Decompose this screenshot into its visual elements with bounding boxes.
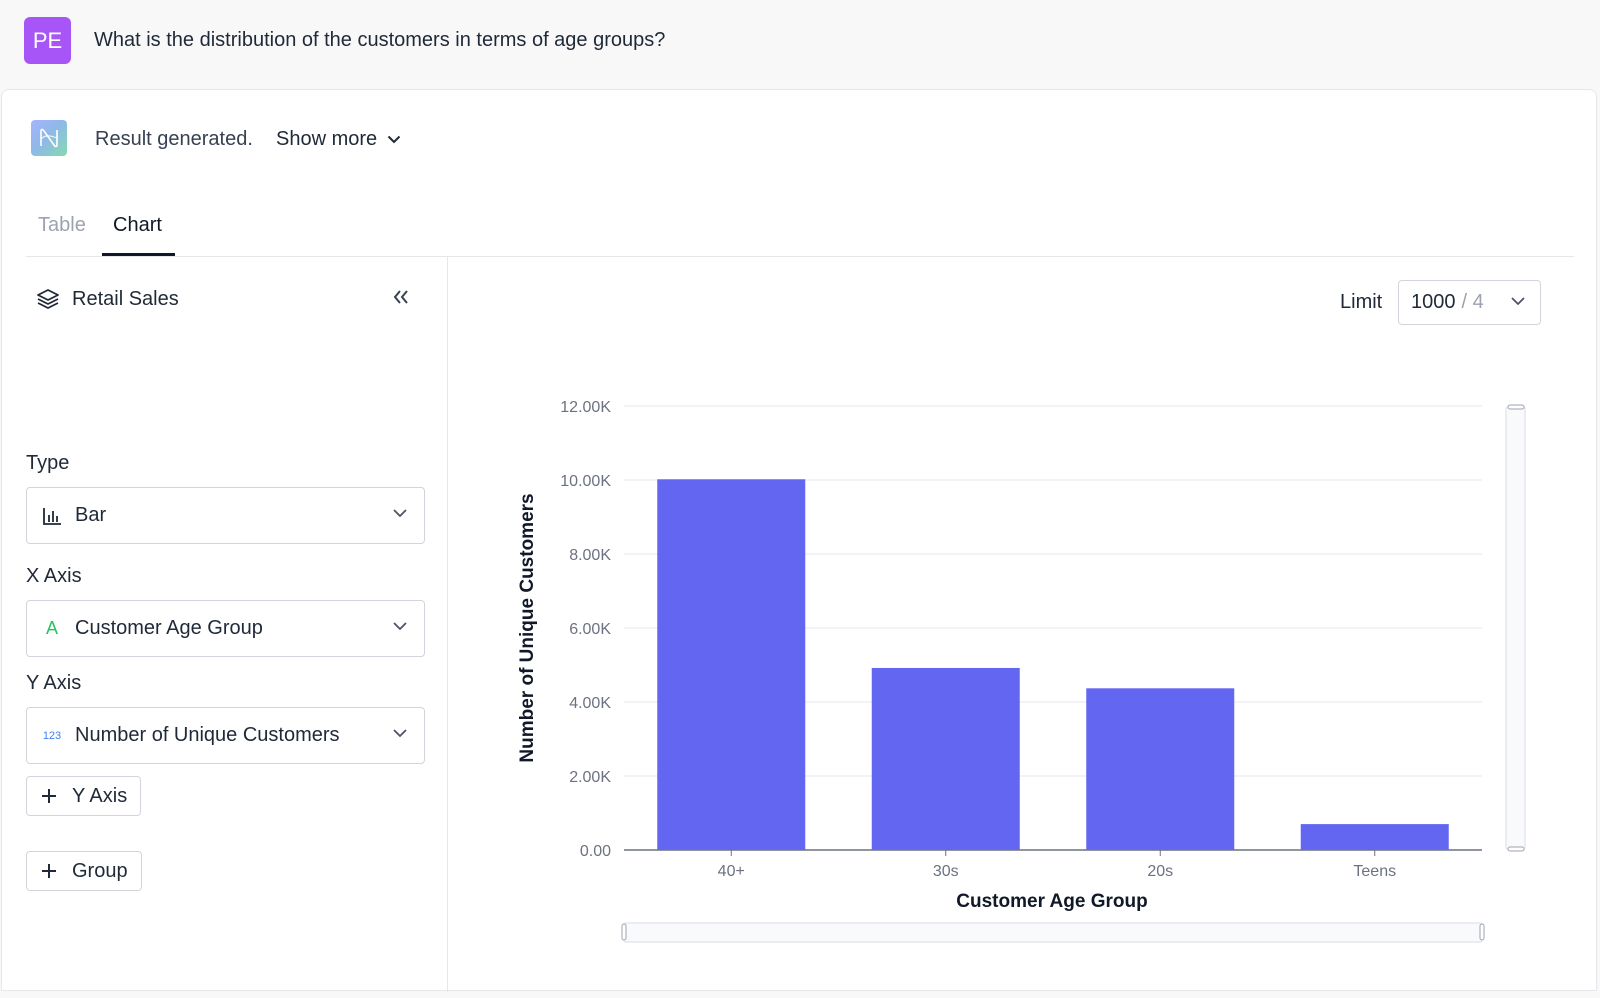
number-type-icon: 123 xyxy=(42,729,62,742)
y-tick-label: 12.00K xyxy=(560,399,611,416)
y-zoom-handle-top[interactable] xyxy=(1507,404,1525,410)
chevron-down-icon xyxy=(393,509,407,518)
limit-label: Limit xyxy=(1340,291,1383,313)
bar[interactable] xyxy=(1086,688,1235,850)
chart-config-panel: Retail Sales Type Bar X Axis A Customer … xyxy=(2,257,448,992)
y-tick-label: 0.00 xyxy=(580,843,611,860)
x-axis-select[interactable]: A Customer Age Group xyxy=(26,600,425,657)
y-axis-value: Number of Unique Customers xyxy=(75,724,340,746)
result-status: Result generated. xyxy=(95,128,253,150)
y-tick-label: 8.00K xyxy=(569,547,611,564)
tab-chart[interactable]: Chart xyxy=(102,214,175,256)
question-bar: PE What is the distribution of the custo… xyxy=(0,0,1600,88)
bar[interactable] xyxy=(657,479,806,850)
bar-chart: 0.00 2.00K 4.00K 6.00K 8.00K 10.00K 12.00K 40+… xyxy=(517,399,1526,943)
add-group-button[interactable]: Group xyxy=(26,851,142,891)
chevron-down-icon xyxy=(393,729,407,738)
result-tabs: Table Chart xyxy=(26,200,1574,257)
plus-icon xyxy=(42,789,56,803)
x-zoom-slider[interactable] xyxy=(621,922,1485,943)
datasource-row: Retail Sales xyxy=(36,287,179,311)
chart-type-select[interactable]: Bar xyxy=(26,487,425,544)
type-label: Type xyxy=(26,452,70,474)
add-y-axis-label: Y Axis xyxy=(72,784,128,807)
chart-bars xyxy=(657,479,1449,850)
chevron-down-icon xyxy=(387,135,401,144)
add-group-label: Group xyxy=(72,859,128,882)
y-tick-label: 6.00K xyxy=(569,621,611,638)
y-zoom-handle-bottom[interactable] xyxy=(1507,846,1525,852)
y-tick-label: 2.00K xyxy=(569,769,611,786)
limit-total: / 4 xyxy=(1461,291,1484,313)
collapse-panel-button[interactable] xyxy=(392,285,410,311)
x-tick-label: 30s xyxy=(933,863,959,880)
user-avatar: PE xyxy=(24,17,71,64)
chevron-down-icon xyxy=(1511,297,1525,306)
plus-icon xyxy=(42,864,56,878)
layers-icon xyxy=(37,289,59,309)
y-tick-label: 4.00K xyxy=(569,695,611,712)
chevron-down-icon xyxy=(393,622,407,631)
x-axis-label: X Axis xyxy=(26,565,82,587)
x-tick-label: 20s xyxy=(1147,863,1173,880)
y-axis-select[interactable]: 123 Number of Unique Customers xyxy=(26,707,425,764)
bar[interactable] xyxy=(1300,824,1449,850)
limit-value: 1000 xyxy=(1411,291,1456,313)
y-tick-label: 10.00K xyxy=(560,473,611,490)
assistant-logo-icon xyxy=(31,120,67,156)
chart-type-value: Bar xyxy=(75,504,107,526)
x-axis-ticks: 40+ 30s 20s Teens xyxy=(718,850,1396,880)
datasource-name: Retail Sales xyxy=(72,287,179,310)
x-axis-title: Customer Age Group xyxy=(956,891,1147,912)
chevrons-left-icon xyxy=(393,290,408,304)
show-more-label: Show more xyxy=(276,128,378,150)
x-zoom-handle-left[interactable] xyxy=(621,923,627,941)
x-zoom-handle-right[interactable] xyxy=(1479,923,1485,941)
x-axis-value: Customer Age Group xyxy=(75,617,263,639)
y-axis-ticks: 0.00 2.00K 4.00K 6.00K 8.00K 10.00K 12.00K xyxy=(560,399,611,860)
bar-chart-icon xyxy=(41,506,63,526)
bar[interactable] xyxy=(871,667,1020,850)
question-text: What is the distribution of the customer… xyxy=(94,29,666,51)
text-type-icon: A xyxy=(45,618,58,638)
limit-select[interactable]: 1000 / 4 xyxy=(1398,280,1541,325)
show-more-button[interactable]: Show more xyxy=(276,128,401,151)
y-axis-label: Y Axis xyxy=(26,672,82,694)
y-zoom-slider[interactable] xyxy=(1505,404,1526,852)
tab-table[interactable]: Table xyxy=(38,214,86,236)
y-axis-title: Number of Unique Customers xyxy=(517,493,538,762)
x-tick-label: 40+ xyxy=(718,863,745,880)
add-y-axis-button[interactable]: Y Axis xyxy=(26,776,142,816)
x-tick-label: Teens xyxy=(1353,863,1396,880)
